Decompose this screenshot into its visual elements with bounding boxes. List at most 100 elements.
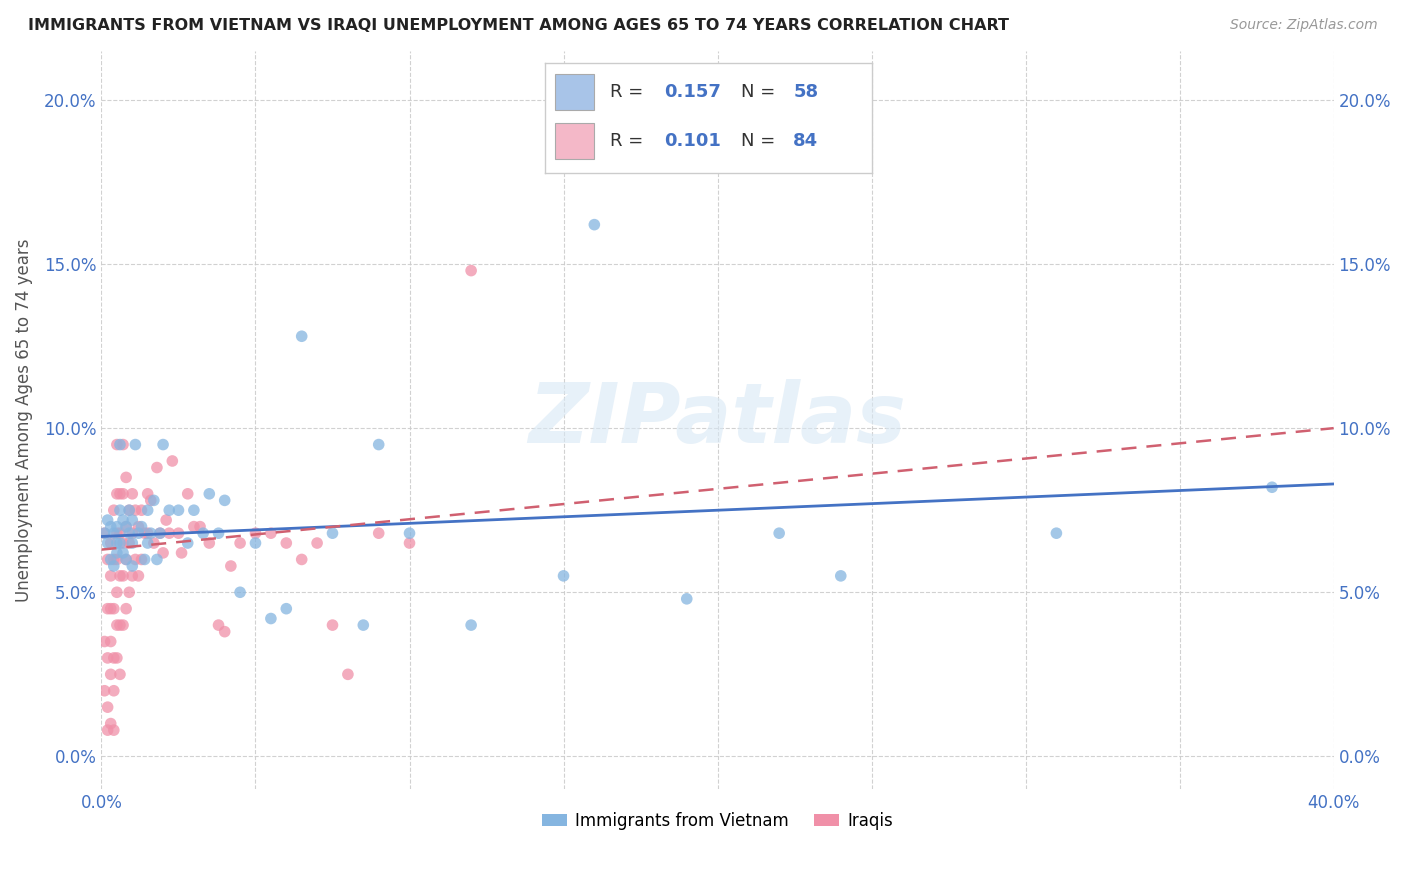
Point (100, 667, 122, 681)
Point (121, 559, 143, 574)
Point (105, 536, 128, 550)
Point (321, 618, 343, 632)
Point (103, 503, 125, 517)
Point (112, 437, 135, 451)
Point (131, 519, 153, 533)
Point (112, 618, 135, 632)
Point (103, 559, 125, 574)
Point (97, 552, 120, 566)
Point (149, 526, 172, 541)
Point (127, 519, 149, 533)
Point (115, 601, 138, 615)
Point (115, 552, 138, 566)
Point (97, 723, 120, 738)
Point (157, 526, 180, 541)
Point (93, 634, 115, 648)
Point (100, 634, 122, 648)
Point (276, 536, 298, 550)
Point (112, 546, 135, 560)
Point (105, 546, 128, 560)
Point (260, 526, 283, 541)
Point (583, 218, 606, 232)
Point (229, 585, 252, 599)
Point (134, 526, 156, 541)
Point (112, 513, 135, 527)
Point (93, 526, 115, 541)
Point (1261, 480, 1284, 494)
Point (321, 526, 343, 541)
Point (276, 601, 298, 615)
Point (100, 552, 122, 566)
Point (108, 437, 131, 451)
Point (367, 437, 389, 451)
Point (152, 546, 174, 560)
Point (398, 536, 420, 550)
Point (97, 536, 120, 550)
Point (136, 503, 159, 517)
Point (291, 552, 314, 566)
Point (214, 624, 236, 639)
Point (108, 526, 131, 541)
Point (103, 552, 125, 566)
Point (127, 569, 149, 583)
Point (100, 536, 122, 550)
Point (155, 513, 177, 527)
Point (198, 487, 221, 501)
Point (115, 552, 138, 566)
Point (291, 329, 314, 343)
Point (93, 526, 115, 541)
Point (105, 552, 128, 566)
Point (768, 526, 790, 541)
Point (167, 503, 190, 517)
Point (830, 569, 852, 583)
Point (118, 526, 141, 541)
Point (352, 618, 374, 632)
Point (177, 487, 200, 501)
Point (177, 536, 200, 550)
Point (118, 503, 141, 517)
Text: IMMIGRANTS FROM VIETNAM VS IRAQI UNEMPLOYMENT AMONG AGES 65 TO 74 YEARS CORRELAT: IMMIGRANTS FROM VIETNAM VS IRAQI UNEMPLO… (28, 18, 1010, 33)
Point (97, 651, 120, 665)
Point (121, 536, 143, 550)
Point (108, 503, 131, 517)
Point (115, 519, 138, 533)
Point (460, 618, 482, 632)
Point (139, 493, 162, 508)
Point (136, 526, 159, 541)
Point (103, 683, 125, 698)
Point (131, 503, 153, 517)
Point (131, 552, 153, 566)
Y-axis label: Unemployment Among Ages 65 to 74 years: Unemployment Among Ages 65 to 74 years (15, 238, 32, 602)
Point (105, 651, 128, 665)
Point (100, 716, 122, 731)
Point (124, 437, 146, 451)
Point (183, 503, 205, 517)
Point (105, 585, 128, 599)
Point (152, 437, 174, 451)
Point (207, 526, 229, 541)
Point (398, 526, 420, 541)
Point (112, 487, 135, 501)
Point (127, 526, 149, 541)
Point (219, 559, 242, 574)
Point (105, 618, 128, 632)
Point (198, 536, 221, 550)
Text: Source: ZipAtlas.com: Source: ZipAtlas.com (1230, 18, 1378, 32)
Point (121, 487, 143, 501)
Point (100, 569, 122, 583)
Point (108, 569, 131, 583)
Point (191, 526, 214, 541)
Point (93, 683, 115, 698)
Point (115, 470, 138, 484)
Point (108, 536, 131, 550)
Point (100, 519, 122, 533)
Point (146, 552, 169, 566)
Point (105, 437, 128, 451)
Point (336, 667, 359, 681)
Point (108, 487, 131, 501)
Point (167, 526, 190, 541)
Point (188, 519, 211, 533)
Point (207, 618, 229, 632)
Point (118, 536, 141, 550)
Point (100, 601, 122, 615)
